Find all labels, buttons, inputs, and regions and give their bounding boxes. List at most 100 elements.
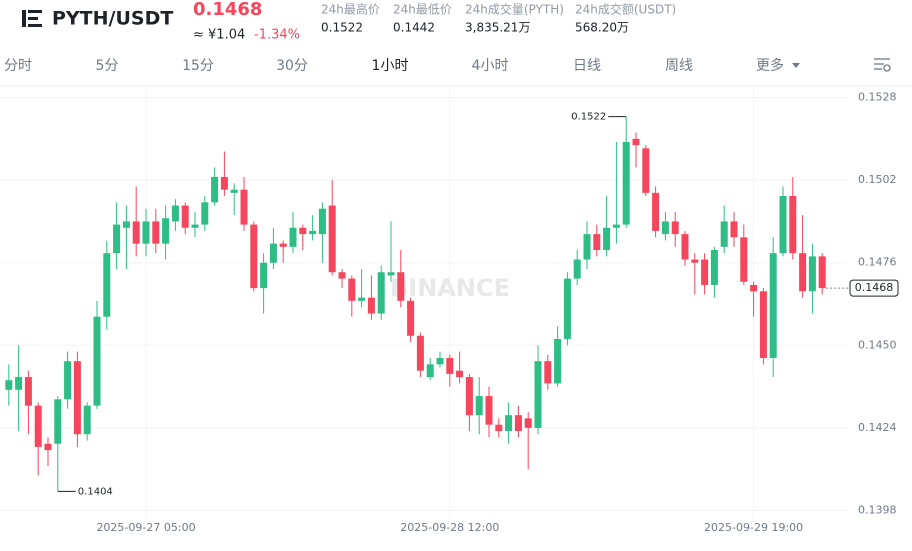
interval-tab[interactable]: 15分 — [182, 58, 214, 74]
candle-body — [358, 297, 366, 301]
candle-body — [750, 284, 758, 292]
stat-value: 568.20万 — [575, 21, 629, 35]
symbol[interactable]: PYTH/USDT — [52, 8, 173, 30]
y-tick-label: 0.1528 — [858, 91, 897, 104]
settings-icon[interactable] — [874, 58, 891, 72]
candle-body — [5, 380, 13, 390]
candle-body — [83, 405, 91, 435]
candle-body — [279, 243, 287, 247]
candle-body — [299, 227, 307, 235]
candle-body — [622, 142, 630, 225]
stats: 24h最高价 0.1522 24h最低价 0.1442 24h成交量(PYTH) 3,83… — [321, 2, 676, 35]
candle-body — [142, 221, 150, 244]
stat-label: 24h最低价 — [393, 3, 452, 17]
candle-body — [338, 272, 346, 279]
candle-body — [720, 221, 728, 247]
candle-body — [397, 272, 405, 301]
candle-body — [534, 361, 542, 428]
candle-body — [691, 259, 699, 263]
candle-body — [642, 148, 650, 193]
candle-body — [162, 218, 170, 244]
candle-body — [632, 138, 640, 146]
interval-tab[interactable]: 30分 — [276, 58, 308, 74]
stat-value: 0.1442 — [393, 21, 435, 35]
cny-price: ≈ ¥1.04 — [193, 28, 245, 43]
stat-value: 3,835.21万 — [465, 21, 530, 35]
candle-body — [681, 234, 689, 260]
stat-label: 24h成交量(PYTH) — [465, 2, 564, 17]
candle-body — [759, 291, 767, 358]
interval-tab[interactable]: 分时 — [4, 58, 32, 74]
candle-body — [377, 272, 385, 314]
candle-body — [171, 205, 179, 222]
y-tick-label: 0.1424 — [858, 421, 897, 434]
candle-body — [54, 399, 62, 444]
candle-body — [250, 224, 258, 289]
interval-tab[interactable]: 4小时 — [472, 58, 509, 74]
interval-tab[interactable]: 日线 — [573, 58, 601, 74]
interval-tab[interactable]: 周线 — [665, 58, 693, 74]
y-tick-label: 0.1398 — [858, 503, 897, 516]
candle-body — [730, 221, 738, 238]
candle-body — [495, 424, 503, 432]
candle-body — [64, 361, 72, 400]
candle-body — [201, 202, 209, 225]
candle-body — [93, 316, 101, 406]
candle-body — [808, 256, 816, 292]
y-tick-label: 0.1476 — [858, 256, 897, 269]
candle-body — [113, 224, 121, 254]
candle-body — [269, 243, 277, 263]
candle-body — [15, 377, 23, 390]
interval-tab[interactable]: 5分 — [96, 58, 119, 74]
interval-tabs: 分时 5分 15分 30分 1小时 4小时 日线 周线 更多 — [4, 57, 800, 74]
candle-body — [554, 338, 562, 384]
last-price-box — [849, 279, 899, 297]
candle-body — [603, 227, 611, 250]
candle-body — [789, 196, 797, 254]
candle-body — [289, 227, 297, 247]
candle-body — [328, 205, 336, 273]
candle-body — [573, 259, 581, 279]
candle-body — [73, 361, 81, 435]
candle-body — [309, 230, 317, 235]
x-tick-label: 2025-09-28 12:00 — [400, 521, 499, 534]
candle-body — [426, 364, 434, 378]
candle-body — [544, 361, 552, 384]
candle-body — [505, 415, 513, 432]
candle-body — [436, 358, 444, 365]
candle-body — [446, 358, 454, 374]
candle-body — [211, 176, 219, 203]
candle-body — [612, 224, 620, 228]
candle-body — [593, 234, 601, 250]
candle-body — [416, 335, 424, 371]
candle-body — [387, 272, 395, 276]
candle-body — [465, 377, 473, 416]
stat-value: 0.1522 — [321, 21, 363, 35]
price-change: -1.34% — [254, 28, 300, 43]
y-tick-label: 0.1450 — [858, 338, 897, 351]
y-tick-label: 0.1502 — [858, 173, 897, 186]
candlestick-chart: 0.1398 0.1424 0.1450 0.1476 0.1502 0.1528 2025… — [0, 88, 899, 534]
candle-body — [710, 250, 718, 285]
interval-tab[interactable]: 1小时 — [372, 58, 409, 74]
candle-body — [456, 370, 464, 378]
candle-body — [44, 443, 52, 451]
candle-body — [34, 405, 42, 447]
candle-body — [524, 418, 532, 428]
candle-body — [181, 205, 189, 228]
candle-body — [475, 396, 483, 416]
candle-body — [260, 262, 268, 289]
candle-body — [103, 253, 111, 317]
candle-body — [348, 278, 356, 301]
candle-body — [240, 189, 248, 225]
logo-icon[interactable] — [22, 10, 42, 27]
candle-body — [152, 221, 160, 244]
candle-body — [191, 224, 199, 228]
interval-tab[interactable]: 更多 — [756, 57, 784, 74]
candle-body — [485, 396, 493, 425]
candle-body — [583, 234, 591, 260]
dropdown-arrow — [792, 63, 800, 68]
candle-body — [514, 415, 522, 432]
candle-body — [24, 377, 32, 406]
